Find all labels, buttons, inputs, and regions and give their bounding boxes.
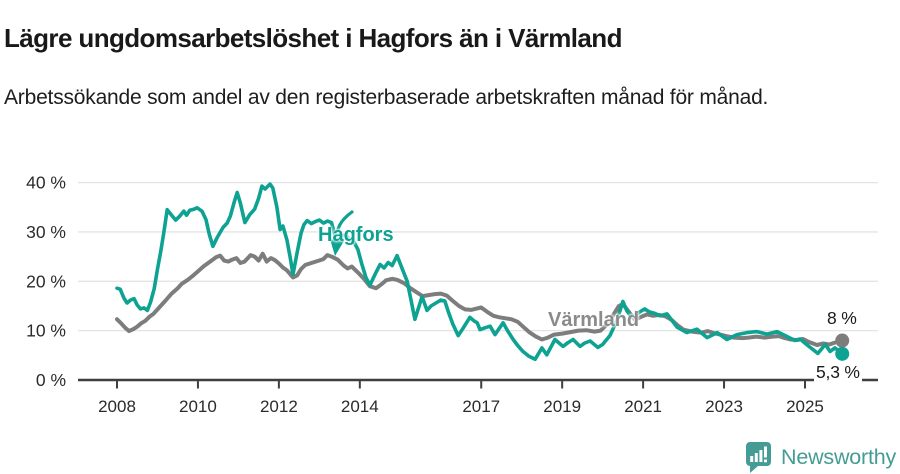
newsworthy-logo-icon bbox=[746, 442, 771, 473]
vrmland-end-dot bbox=[835, 333, 850, 348]
y-tick-label: 40 % bbox=[26, 173, 66, 193]
newsworthy-brand: Newsworthy bbox=[744, 441, 896, 473]
chart-subtitle: Arbetssökande som andel av den registerb… bbox=[4, 86, 769, 109]
newsworthy-brand-text: Newsworthy bbox=[781, 444, 897, 469]
y-tick-label: 10 % bbox=[26, 321, 66, 341]
series-label-hagfors: Hagfors bbox=[318, 224, 394, 246]
x-tick-label: 2010 bbox=[179, 397, 217, 416]
x-tick-label: 2021 bbox=[624, 397, 662, 416]
hagfors-line bbox=[115, 182, 845, 362]
hagfors-annotation-arrow-icon bbox=[330, 210, 354, 256]
series-label-varmland: Värmland bbox=[548, 309, 640, 331]
y-tick-label: 0 % bbox=[36, 370, 66, 390]
chart-title: Lägre ungdomsarbetslöshet i Hagfors än i… bbox=[4, 23, 622, 54]
varmland-end-value-label: 8 % bbox=[827, 308, 857, 328]
x-tick-label: 2012 bbox=[260, 397, 298, 416]
x-tick-label: 2014 bbox=[341, 397, 379, 416]
x-tick-label: 2008 bbox=[98, 397, 136, 416]
x-tick-label: 2025 bbox=[786, 397, 824, 416]
y-tick-label: 20 % bbox=[26, 271, 66, 291]
x-tick-label: 2023 bbox=[705, 397, 743, 416]
x-tick-label: 2017 bbox=[462, 397, 500, 416]
x-tick-label: 2019 bbox=[543, 397, 581, 416]
y-tick-label: 30 % bbox=[26, 222, 66, 242]
hagfors-end-dot bbox=[835, 346, 850, 361]
hagfors-end-value-label: 5,3 % bbox=[814, 362, 862, 383]
